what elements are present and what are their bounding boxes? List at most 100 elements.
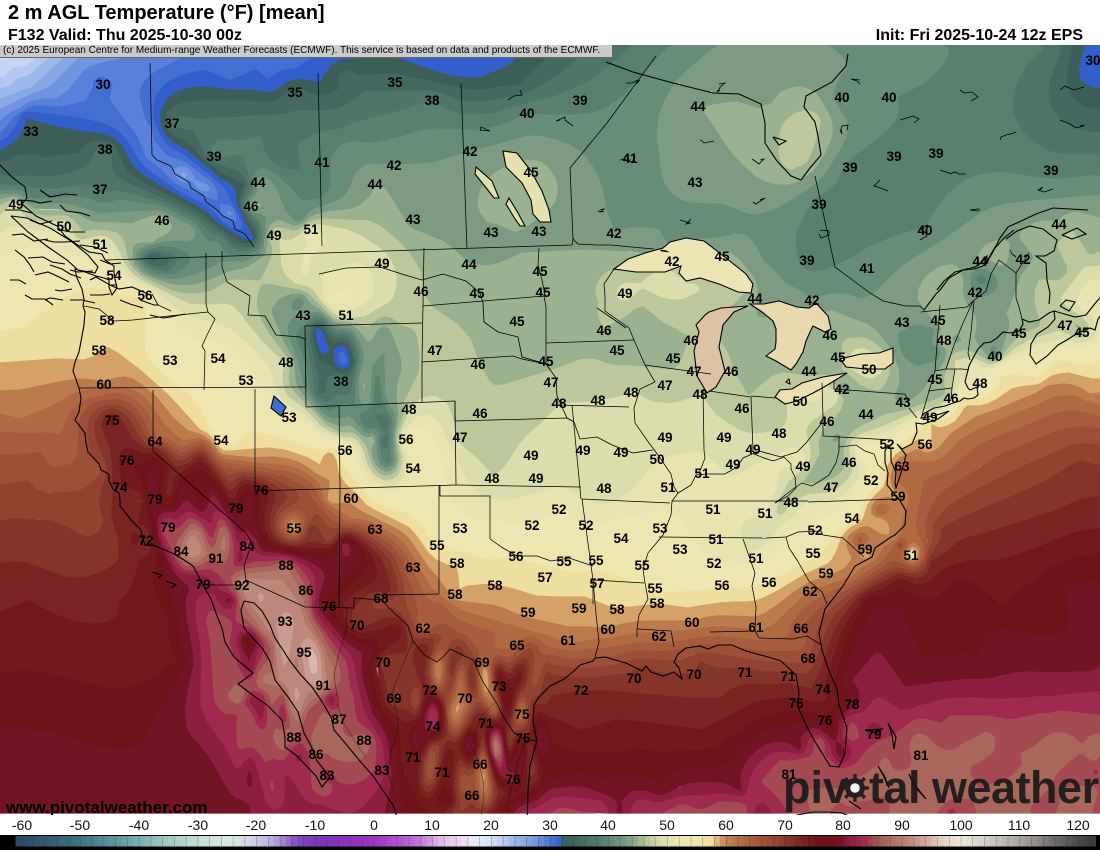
svg-text:10: 10 — [424, 817, 440, 833]
svg-text:51: 51 — [708, 532, 724, 547]
svg-text:47: 47 — [427, 343, 442, 358]
svg-text:58: 58 — [487, 578, 503, 593]
svg-text:39: 39 — [928, 146, 943, 161]
svg-text:59: 59 — [571, 601, 586, 616]
svg-text:45: 45 — [930, 313, 946, 328]
svg-text:93: 93 — [277, 614, 293, 629]
svg-text:44: 44 — [690, 99, 706, 114]
svg-text:55: 55 — [588, 553, 604, 568]
svg-text:-60: -60 — [12, 817, 32, 833]
svg-text:39: 39 — [886, 149, 901, 164]
svg-text:42: 42 — [1015, 252, 1030, 267]
svg-text:20: 20 — [483, 817, 499, 833]
svg-text:81: 81 — [913, 748, 929, 763]
svg-text:76: 76 — [253, 483, 269, 498]
svg-text:-40: -40 — [129, 817, 149, 833]
svg-text:52: 52 — [551, 502, 566, 517]
svg-text:56: 56 — [137, 288, 153, 303]
svg-text:56: 56 — [917, 437, 933, 452]
svg-text:43: 43 — [687, 175, 703, 190]
svg-text:51: 51 — [660, 480, 676, 495]
svg-text:49: 49 — [528, 471, 543, 486]
svg-text:88: 88 — [286, 730, 302, 745]
svg-text:75: 75 — [104, 413, 120, 428]
svg-text:48: 48 — [484, 471, 500, 486]
svg-text:30: 30 — [95, 77, 110, 92]
svg-text:47: 47 — [543, 375, 558, 390]
svg-text:42: 42 — [462, 144, 477, 159]
svg-text:51: 51 — [694, 466, 710, 481]
svg-text:120: 120 — [1066, 817, 1090, 833]
svg-text:33: 33 — [23, 124, 39, 139]
svg-text:79: 79 — [160, 520, 175, 535]
svg-text:88: 88 — [278, 558, 294, 573]
svg-text:51: 51 — [757, 506, 773, 521]
svg-text:76: 76 — [119, 453, 135, 468]
svg-text:44: 44 — [972, 254, 988, 269]
svg-text:54: 54 — [405, 461, 421, 476]
svg-text:55: 55 — [805, 546, 821, 561]
svg-text:58: 58 — [449, 556, 465, 571]
svg-text:47: 47 — [452, 430, 467, 445]
svg-text:43: 43 — [295, 308, 311, 323]
svg-text:49: 49 — [617, 286, 632, 301]
svg-text:46: 46 — [683, 333, 699, 348]
svg-text:62: 62 — [415, 621, 430, 636]
svg-text:30: 30 — [542, 817, 558, 833]
svg-text:57: 57 — [537, 570, 552, 585]
svg-text:46: 46 — [470, 357, 486, 372]
svg-text:45: 45 — [469, 286, 485, 301]
svg-text:46: 46 — [472, 406, 488, 421]
svg-text:48: 48 — [596, 481, 612, 496]
svg-text:46: 46 — [243, 199, 259, 214]
svg-text:43: 43 — [531, 224, 547, 239]
svg-text:47: 47 — [686, 364, 701, 379]
svg-text:40: 40 — [987, 349, 1002, 364]
svg-text:45: 45 — [538, 354, 554, 369]
svg-text:41: 41 — [622, 151, 638, 166]
svg-text:48: 48 — [590, 393, 606, 408]
svg-text:59: 59 — [520, 605, 535, 620]
svg-text:79: 79 — [228, 501, 243, 516]
svg-text:47: 47 — [823, 480, 838, 495]
svg-text:42: 42 — [664, 254, 679, 269]
svg-text:48: 48 — [771, 426, 787, 441]
svg-text:39: 39 — [842, 160, 857, 175]
svg-text:49: 49 — [613, 445, 628, 460]
svg-text:44: 44 — [858, 407, 874, 422]
svg-text:54: 54 — [844, 511, 860, 526]
svg-text:42: 42 — [834, 382, 849, 397]
svg-text:70: 70 — [457, 691, 472, 706]
svg-text:49: 49 — [716, 430, 731, 445]
svg-text:39: 39 — [572, 93, 587, 108]
svg-text:43: 43 — [405, 212, 421, 227]
svg-text:37: 37 — [92, 182, 107, 197]
svg-text:45: 45 — [535, 285, 551, 300]
svg-text:45: 45 — [1074, 325, 1090, 340]
svg-text:95: 95 — [296, 645, 312, 660]
svg-text:45: 45 — [927, 372, 943, 387]
svg-text:38: 38 — [424, 93, 440, 108]
svg-text:37: 37 — [164, 116, 179, 131]
svg-text:-20: -20 — [246, 817, 266, 833]
svg-text:43: 43 — [894, 315, 910, 330]
svg-text:30: 30 — [1085, 53, 1100, 68]
svg-text:87: 87 — [331, 712, 346, 727]
svg-text:79: 79 — [147, 492, 162, 507]
svg-text:44: 44 — [747, 291, 763, 306]
svg-text:54: 54 — [613, 531, 629, 546]
svg-text:-50: -50 — [70, 817, 90, 833]
svg-text:53: 53 — [281, 410, 297, 425]
svg-text:49: 49 — [374, 256, 389, 271]
svg-text:110: 110 — [1008, 817, 1031, 833]
svg-text:48: 48 — [401, 402, 417, 417]
svg-text:83: 83 — [319, 768, 335, 783]
svg-text:86: 86 — [308, 747, 324, 762]
svg-text:48: 48 — [783, 495, 799, 510]
svg-text:47: 47 — [1057, 318, 1072, 333]
svg-text:72: 72 — [573, 683, 588, 698]
svg-text:42: 42 — [967, 285, 982, 300]
svg-text:39: 39 — [811, 197, 826, 212]
svg-text:45: 45 — [714, 249, 730, 264]
svg-text:60: 60 — [718, 817, 734, 833]
